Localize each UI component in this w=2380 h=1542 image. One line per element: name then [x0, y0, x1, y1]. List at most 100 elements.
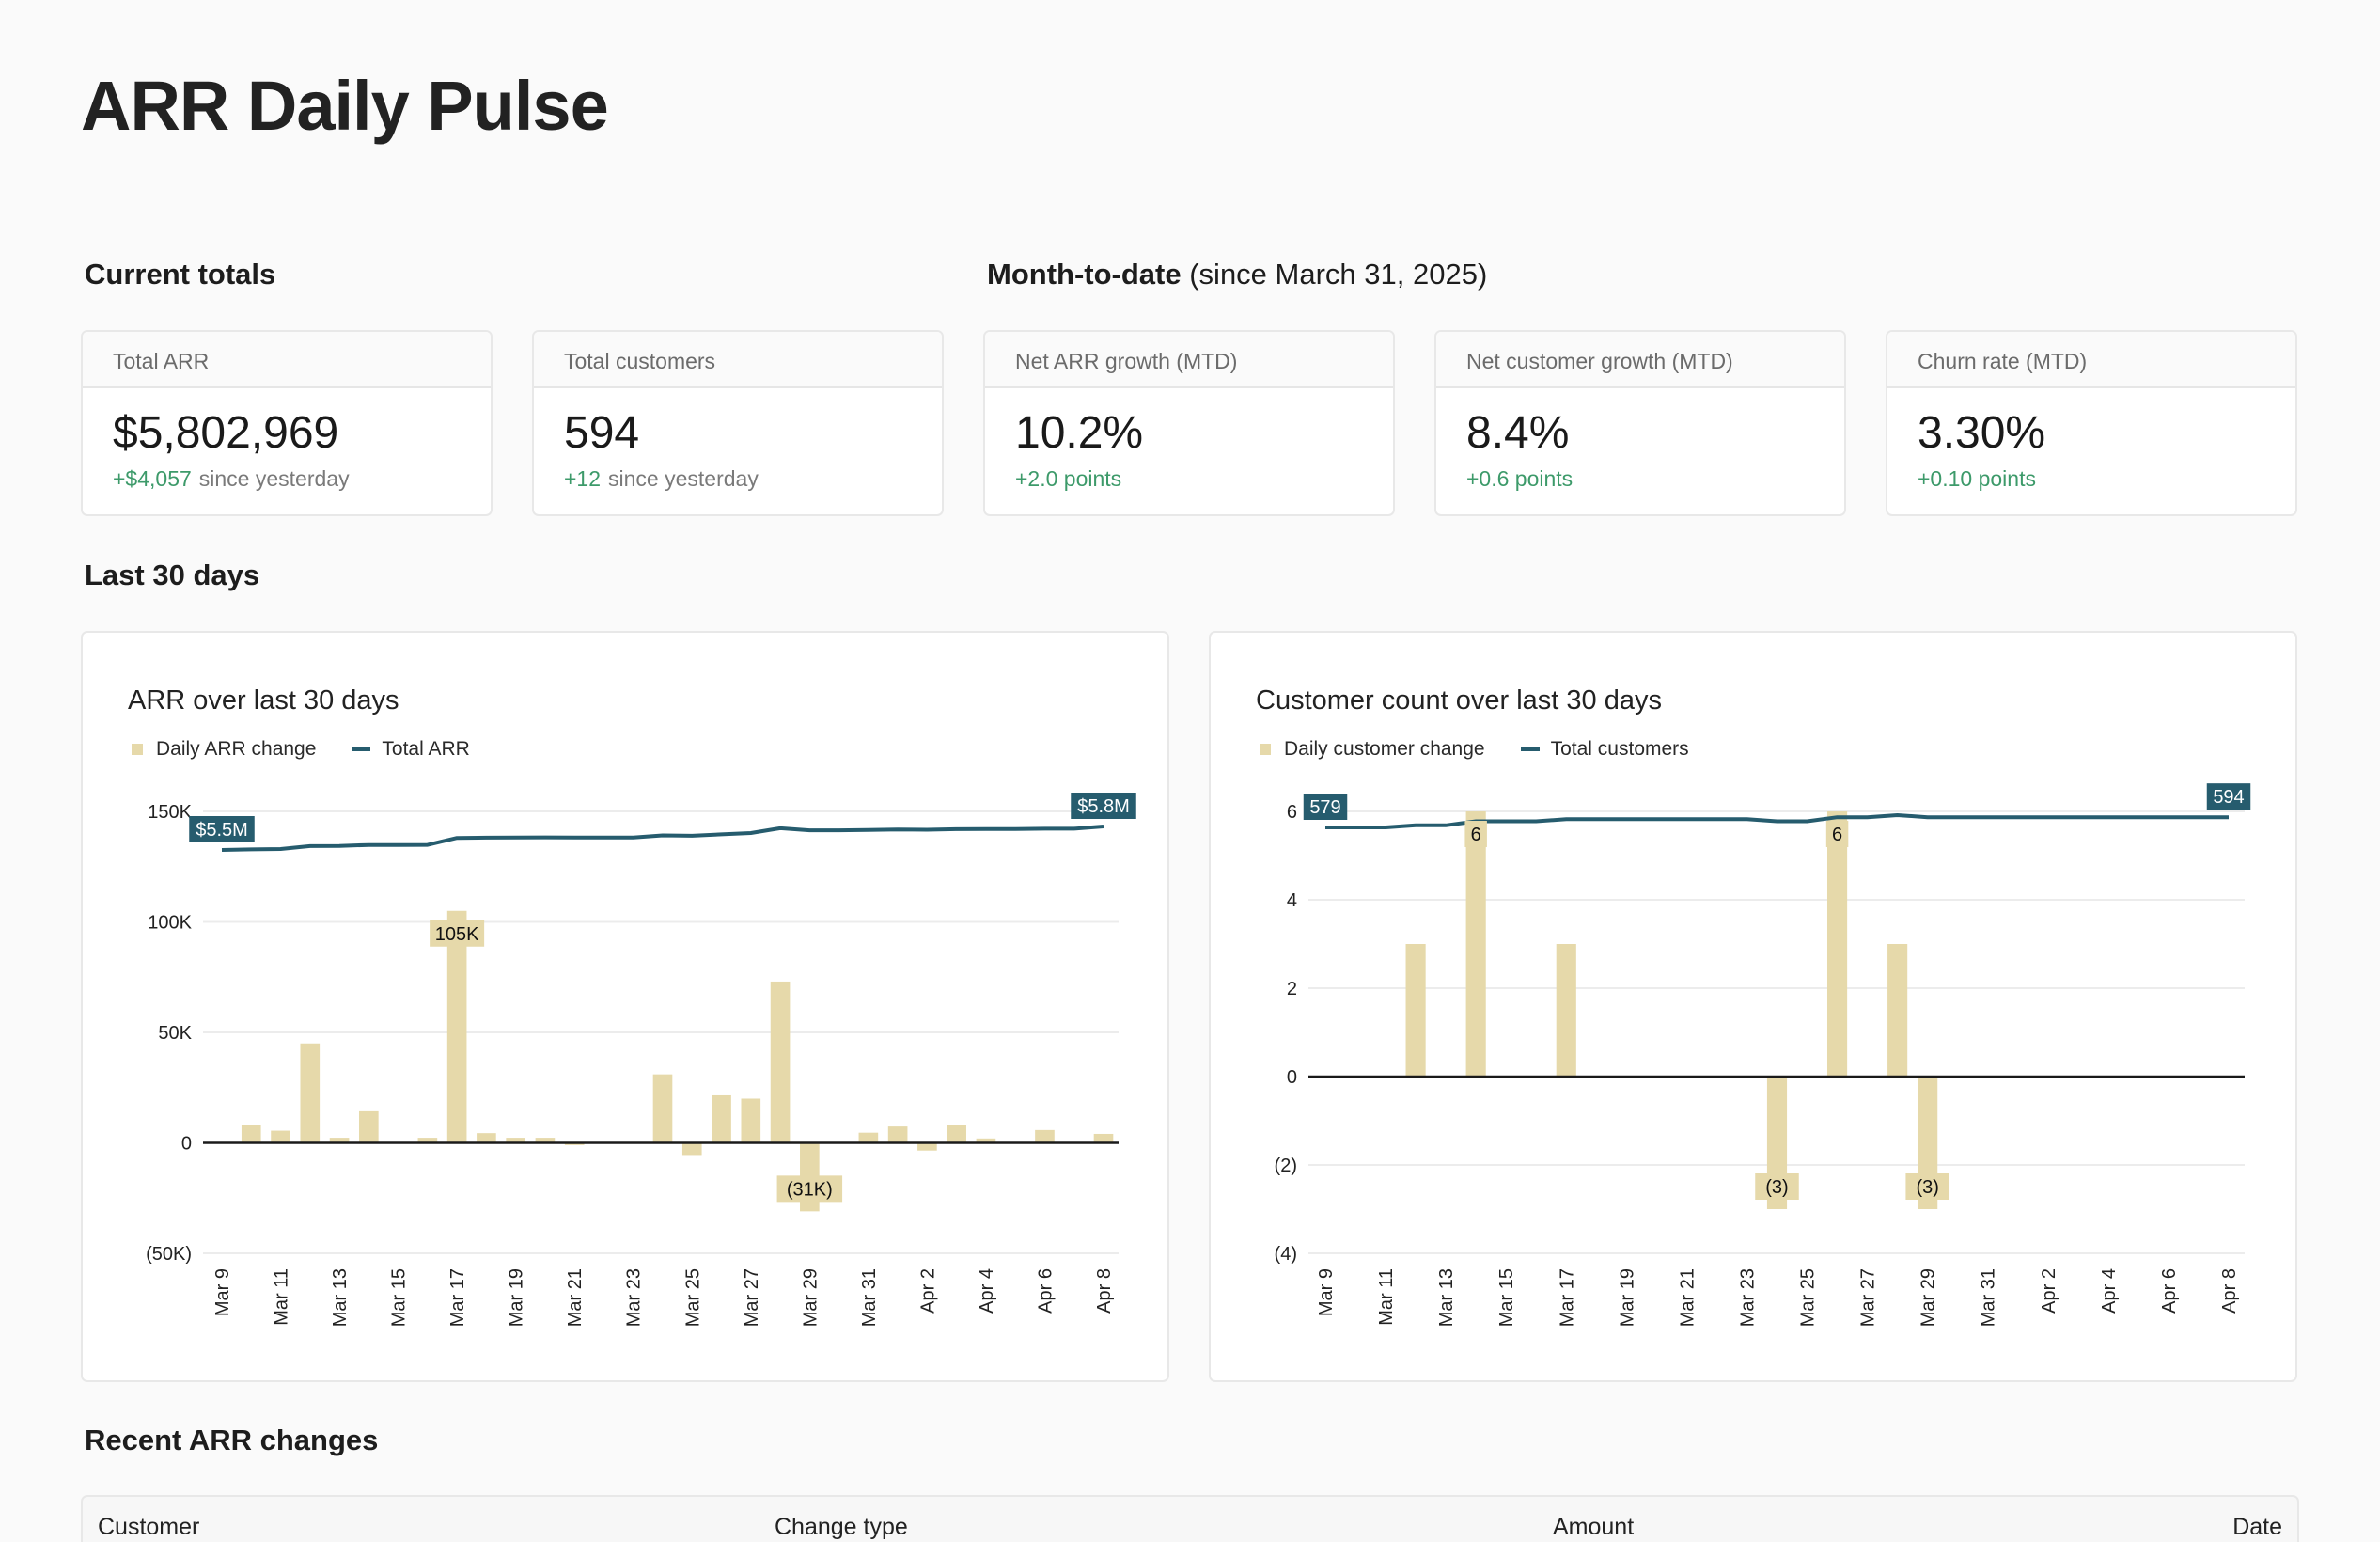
- chart-legend: Daily ARR change Total ARR: [132, 738, 470, 761]
- column-header-change-type[interactable]: Change type: [775, 1514, 908, 1540]
- bar: [712, 1094, 731, 1143]
- recent-changes-table: Customer Change type Amount Date: [81, 1495, 2299, 1542]
- kpi-delta: +12: [564, 465, 602, 491]
- y-tick-label: 0: [181, 1134, 192, 1155]
- x-tick-label: Mar 25: [1798, 1268, 1819, 1327]
- kpi-value: 8.4%: [1466, 408, 1570, 458]
- total-line: [1325, 813, 2229, 829]
- x-tick-label: Mar 23: [624, 1268, 645, 1327]
- bar: [947, 1125, 966, 1143]
- x-tick-label: Mar 17: [1557, 1268, 1577, 1327]
- bar: [1035, 1129, 1055, 1143]
- kpi-card-total-arr: Total ARR $5,802,969 +$4,057 since yester…: [81, 330, 493, 516]
- x-tick-label: Mar 15: [389, 1268, 410, 1327]
- bar: [329, 1138, 350, 1143]
- legend-line-swatch-icon: [1520, 747, 1540, 751]
- x-tick-label: Apr 6: [2159, 1268, 2180, 1314]
- kpi-delta-row: +2.0 points: [985, 459, 1393, 492]
- x-tick-label: Mar 31: [859, 1268, 880, 1327]
- bar: [477, 1133, 496, 1143]
- line-data-label: 594: [2213, 787, 2244, 808]
- y-tick-label: (4): [1275, 1244, 1297, 1265]
- bar: [681, 1142, 702, 1156]
- kpi-card-net-arr-growth: Net ARR growth (MTD) 10.2% +2.0 points: [983, 330, 1395, 516]
- y-tick-label: 150K: [148, 802, 192, 823]
- kpi-delta-row: +$4,057 since yesterday: [83, 459, 491, 492]
- bar: [741, 1098, 761, 1143]
- customer-chart-card: Customer count over last 30 days Daily c…: [1209, 631, 2297, 1382]
- bar-data-label-bg: [1905, 1173, 1949, 1200]
- bar-data-label: (3): [1916, 1177, 1938, 1198]
- kpi-value: $5,802,969: [113, 408, 339, 458]
- x-tick-label: Mar 31: [1979, 1268, 1999, 1327]
- kpi-card-churn-rate: Churn rate (MTD) 3.30% +0.10 points: [1886, 330, 2297, 516]
- bar: [506, 1138, 525, 1143]
- last-30-days-heading: Last 30 days: [85, 559, 260, 591]
- line-data-label-bg: [1071, 793, 1136, 819]
- bar: [917, 1142, 937, 1151]
- y-tick-label: 4: [1287, 890, 1297, 911]
- y-tick-label: 2: [1287, 979, 1297, 999]
- bar: [241, 1125, 261, 1143]
- customer-chart-svg: 6 4 2 0 (2) (4) 6 6 (3) (3) 579 594 Mar 9 Mar 11 Mar 1…: [1275, 783, 2251, 1327]
- current-totals-heading: Current totals: [85, 258, 276, 291]
- line-data-label: 579: [1309, 797, 1340, 818]
- kpi-delta: +0.10 points: [1918, 465, 2036, 491]
- legend-line-swatch-icon: [352, 747, 371, 751]
- bar-data-label: (3): [1765, 1177, 1788, 1198]
- bar: [770, 981, 791, 1143]
- kpi-label: Churn rate (MTD): [1887, 332, 2295, 388]
- kpi-delta-suffix: since yesterday: [198, 465, 350, 491]
- kpi-value: 3.30%: [1918, 408, 2046, 458]
- column-header-amount[interactable]: Amount: [1553, 1514, 1635, 1540]
- kpi-label: Total customers: [534, 332, 942, 388]
- x-tick-label: Mar 13: [330, 1268, 351, 1327]
- bar: [1887, 944, 1908, 1077]
- line-data-label-bg: [1303, 794, 1348, 820]
- x-tick-label: Mar 9: [212, 1268, 233, 1316]
- bar: [1405, 944, 1426, 1077]
- legend-label-bars: Daily ARR change: [156, 738, 317, 760]
- mtd-heading-suffix: (since March 31, 2025): [1189, 258, 1488, 291]
- legend-bar-swatch-icon: [1260, 744, 1271, 755]
- x-tick-label: Mar 11: [1376, 1268, 1397, 1326]
- x-tick-label: Mar 21: [1677, 1268, 1698, 1327]
- bar: [446, 910, 467, 1143]
- bar-data-label: 6: [1832, 825, 1842, 845]
- legend-label-bars: Daily customer change: [1284, 738, 1485, 760]
- x-tick-label: Mar 15: [1496, 1268, 1517, 1327]
- kpi-delta-row: +0.6 points: [1436, 459, 1844, 492]
- legend-label-line: Total customers: [1550, 738, 1689, 760]
- arr-chart-card: ARR over last 30 days Daily ARR change T…: [81, 631, 1169, 1382]
- chart-legend: Daily customer change Total customers: [1260, 738, 1689, 761]
- y-tick-label: 50K: [158, 1023, 192, 1044]
- bar: [359, 1110, 379, 1143]
- bar: [652, 1074, 673, 1143]
- bar: [1826, 811, 1848, 1077]
- legend-bar-swatch-icon: [132, 744, 143, 755]
- kpi-delta-row: +0.10 points: [1887, 459, 2295, 492]
- mtd-heading-bold: Month-to-date: [987, 258, 1182, 291]
- bar: [1465, 811, 1486, 1077]
- x-tick-label: Apr 4: [2099, 1268, 2120, 1314]
- x-tick-label: Mar 29: [800, 1268, 821, 1327]
- y-tick-label: 6: [1287, 802, 1297, 823]
- y-tick-label: 0: [1287, 1067, 1297, 1088]
- bar: [417, 1138, 438, 1143]
- x-tick-label: Mar 25: [682, 1268, 703, 1327]
- x-tick-label: Mar 23: [1737, 1268, 1758, 1327]
- x-tick-label: Apr 8: [2219, 1268, 2240, 1314]
- line-data-label-bg: [2206, 783, 2251, 810]
- y-tick-label: 100K: [148, 913, 192, 934]
- x-tick-label: Apr 4: [977, 1268, 997, 1314]
- line-data-label: $5.5M: [196, 820, 248, 841]
- bar: [300, 1043, 321, 1143]
- column-header-date[interactable]: Date: [2232, 1514, 2282, 1540]
- x-tick-label: Mar 27: [742, 1268, 762, 1327]
- column-header-customer[interactable]: Customer: [98, 1514, 200, 1540]
- chart-title: Customer count over last 30 days: [1256, 685, 1662, 716]
- x-tick-label: Mar 19: [507, 1268, 527, 1327]
- bar-data-label: 6: [1471, 825, 1481, 845]
- chart-title: ARR over last 30 days: [128, 685, 399, 716]
- bar: [858, 1132, 879, 1143]
